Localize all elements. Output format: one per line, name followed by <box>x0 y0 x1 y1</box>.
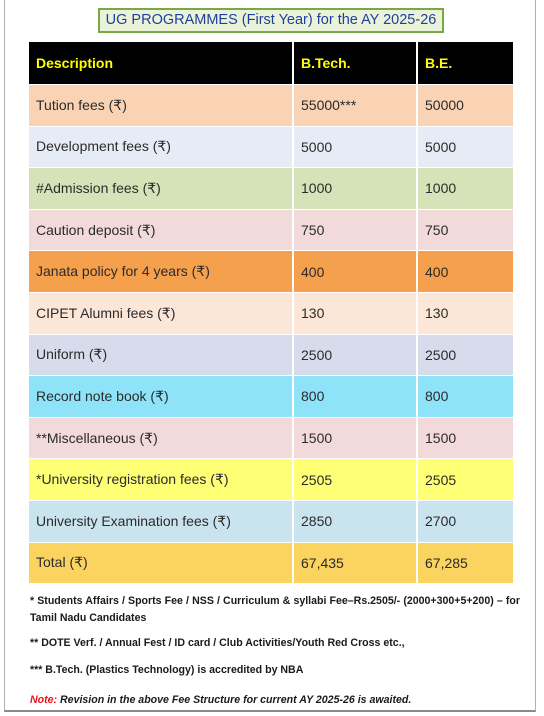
note-text: Revision in the above Fee Structure for … <box>57 694 412 706</box>
row-description: Uniform (₹) <box>29 333 292 376</box>
note-university-registration: * Students Affairs / Sports Fee / NSS / … <box>30 595 520 624</box>
row-be-fee: 67,285 <box>416 541 513 584</box>
page-title: UG PROGRAMMES (First Year) for the AY 20… <box>98 8 444 33</box>
page-frame <box>4 0 536 712</box>
table-row: Development fees (₹) 5000 5000 <box>29 125 513 168</box>
note-nba-accreditation: *** B.Tech. (Plastics Technology) is acc… <box>30 664 304 676</box>
row-be-fee: 2505 <box>416 458 513 500</box>
row-btech-fee: 400 <box>292 250 416 292</box>
header-description: Description <box>29 42 292 84</box>
row-be-fee: 2700 <box>416 499 513 542</box>
row-btech-fee: 2500 <box>292 333 416 376</box>
note-label: Note: <box>30 694 58 706</box>
table-row: Record note book (₹) 800 800 <box>29 375 513 417</box>
header-be: B.E. <box>416 42 513 84</box>
row-btech-fee: 5000 <box>292 125 416 168</box>
table-row: **Miscellaneous (₹) 1500 1500 <box>29 416 513 459</box>
row-description: Development fees (₹) <box>29 125 292 168</box>
row-description: CIPET Alumni fees (₹) <box>29 291 292 334</box>
row-be-fee: 1000 <box>416 167 513 209</box>
fee-table: Description B.Tech. B.E. Tution fees (₹)… <box>29 42 513 584</box>
row-btech-fee: 2505 <box>292 458 416 500</box>
row-btech-fee: 1000 <box>292 167 416 209</box>
row-be-fee: 800 <box>416 375 513 417</box>
row-btech-fee: 2850 <box>292 499 416 542</box>
table-row: Caution deposit (₹) 750 750 <box>29 208 513 251</box>
row-btech-fee: 800 <box>292 375 416 417</box>
header-btech: B.Tech. <box>292 42 416 84</box>
row-description: **Miscellaneous (₹) <box>29 416 292 459</box>
row-be-fee: 400 <box>416 250 513 292</box>
row-btech-fee: 55000*** <box>292 84 416 126</box>
row-be-fee: 750 <box>416 208 513 251</box>
table-header-row: Description B.Tech. B.E. <box>29 42 513 84</box>
row-be-fee: 50000 <box>416 84 513 126</box>
row-btech-fee: 67,435 <box>292 541 416 584</box>
row-be-fee: 1500 <box>416 416 513 459</box>
table-row: *University registration fees (₹) 2505 250… <box>29 458 513 500</box>
note-revision: Note: Revision in the above Fee Structur… <box>30 694 520 706</box>
row-description: Caution deposit (₹) <box>29 208 292 251</box>
table-row: CIPET Alumni fees (₹) 130 130 <box>29 291 513 334</box>
row-description: Record note book (₹) <box>29 375 292 417</box>
table-row: Uniform (₹) 2500 2500 <box>29 333 513 376</box>
row-btech-fee: 130 <box>292 291 416 334</box>
row-btech-fee: 1500 <box>292 416 416 459</box>
row-be-fee: 2500 <box>416 333 513 376</box>
table-row: Tution fees (₹) 55000*** 50000 <box>29 84 513 126</box>
row-btech-fee: 750 <box>292 208 416 251</box>
note-miscellaneous: ** DOTE Verf. / Annual Fest / ID card / … <box>30 637 405 649</box>
table-row: #Admission fees (₹) 1000 1000 <box>29 167 513 209</box>
table-row: University Examination fees (₹) 2850 2700 <box>29 499 513 542</box>
row-description: Janata policy for 4 years (₹) <box>29 250 292 292</box>
row-description: University Examination fees (₹) <box>29 499 292 542</box>
table-row: Janata policy for 4 years (₹) 400 400 <box>29 250 513 292</box>
table-row: Total (₹) 67,435 67,285 <box>29 541 513 584</box>
row-description: *University registration fees (₹) <box>29 458 292 500</box>
row-description: Tution fees (₹) <box>29 84 292 126</box>
row-description: #Admission fees (₹) <box>29 167 292 209</box>
row-be-fee: 130 <box>416 291 513 334</box>
row-be-fee: 5000 <box>416 125 513 168</box>
row-description: Total (₹) <box>29 541 292 584</box>
